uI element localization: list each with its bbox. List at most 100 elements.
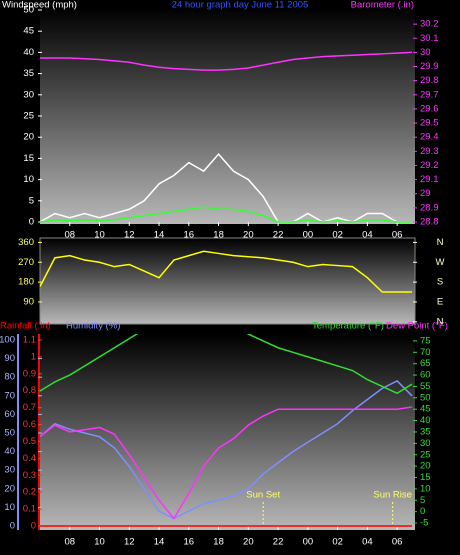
y2-tick-label: 29.8 xyxy=(420,75,439,86)
y3-tick-label: 0.4 xyxy=(23,453,36,464)
y2-tick-label: N xyxy=(437,316,444,327)
y2-tick-label: 40 xyxy=(420,415,431,426)
x-tick-label: 06 xyxy=(392,230,403,241)
y3-tick-label: 0.5 xyxy=(23,436,36,447)
y-tick-label: 360 xyxy=(18,237,34,248)
y2-tick-label: 15 xyxy=(420,472,431,483)
y2-tick-label: 45 xyxy=(420,404,431,415)
x-tick-label: 10 xyxy=(94,230,105,241)
y-tick-label: 5 xyxy=(29,195,34,206)
y-tick-label: 10 xyxy=(4,502,15,513)
y-tick-label: 35 xyxy=(23,68,34,79)
y2-tick-label: N xyxy=(437,237,444,248)
y2-tick-label: 28.9 xyxy=(420,202,439,213)
y-tick-label: 30 xyxy=(23,89,34,100)
x-tick-label: 22 xyxy=(273,230,284,241)
y-tick-label: 40 xyxy=(23,47,34,58)
y2-tick-label: 75 xyxy=(420,335,431,346)
series-line xyxy=(40,51,413,71)
annotation: Sun Set xyxy=(246,490,280,501)
x-tick-label: 20 xyxy=(243,537,254,548)
x-tick-label: 20 xyxy=(243,230,254,241)
y-tick-label: 45 xyxy=(23,26,34,37)
y2-tick-label: 29.4 xyxy=(420,132,439,143)
y-tick-label: 90 xyxy=(23,296,34,307)
x-tick-label: 18 xyxy=(213,537,224,548)
series-line xyxy=(40,250,413,293)
y-tick-label: 15 xyxy=(23,153,34,164)
y3-tick-label: 0.3 xyxy=(23,470,36,481)
y-tick-label: 10 xyxy=(23,174,34,185)
y2-tick-label: 70 xyxy=(420,347,431,358)
y-tick-label: 20 xyxy=(23,132,34,143)
y2-tick-label: 29.3 xyxy=(420,146,439,157)
y2-tick-label: W xyxy=(436,257,445,268)
x-tick-label: 06 xyxy=(392,537,403,548)
y3-tick-label: 1.1 xyxy=(23,335,36,346)
y3-tick-label: 0 xyxy=(31,521,36,532)
y-tick-label: 70 xyxy=(4,390,15,401)
y-tick-label: 270 xyxy=(18,257,34,268)
y2-tick-label: 25 xyxy=(420,449,431,460)
x-tick-label: 14 xyxy=(154,230,165,241)
y3-tick-label: 0.9 xyxy=(23,368,36,379)
y2-tick-label: 28.8 xyxy=(420,217,439,228)
y2-tick-label: 29.2 xyxy=(420,160,439,171)
x-tick-label: 08 xyxy=(64,537,75,548)
x-tick-label: 02 xyxy=(332,537,343,548)
temperature-title: Temperature (°F) xyxy=(312,321,384,332)
y-tick-label: 0 xyxy=(29,217,34,228)
y2-tick-label: 30.1 xyxy=(420,33,439,44)
panel-wind xyxy=(40,8,415,224)
x-tick-label: 16 xyxy=(184,537,195,548)
y2-tick-label: 29.6 xyxy=(420,103,439,114)
baro-axis-title: Barometer (.in) xyxy=(351,0,414,11)
panel-temperature xyxy=(40,334,415,530)
x-tick-label: 22 xyxy=(273,537,284,548)
y-tick-label: 50 xyxy=(23,5,34,16)
x-tick-label: 02 xyxy=(332,230,343,241)
y3-tick-label: 0.2 xyxy=(23,487,36,498)
x-tick-label: 12 xyxy=(124,230,135,241)
y-tick-label: 30 xyxy=(4,465,15,476)
y2-tick-label: 30 xyxy=(420,47,431,58)
y2-tick-label: 29 xyxy=(420,188,431,199)
y2-tick-label: 65 xyxy=(420,358,431,369)
x-tick-label: 04 xyxy=(362,230,373,241)
y3-tick-label: 0.1 xyxy=(23,504,36,515)
y3-tick-label: 1 xyxy=(31,351,36,362)
y2-tick-label: 30.2 xyxy=(420,19,439,30)
x-tick-label: 00 xyxy=(303,537,314,548)
y2-tick-label: 50 xyxy=(420,392,431,403)
y2-tick-label: S xyxy=(437,277,443,288)
panel-direction xyxy=(39,237,416,325)
x-tick-label: 14 xyxy=(154,537,165,548)
humidity-title: Humidity (%) xyxy=(66,321,120,332)
y3-tick-label: 0.6 xyxy=(23,419,36,430)
rain-title: Rainfall (.in) xyxy=(0,321,51,332)
dewpoint-title: Dew Point (°F) xyxy=(386,321,448,332)
y-tick-label: 40 xyxy=(4,446,15,457)
y2-tick-label: 10 xyxy=(420,483,431,494)
series-line xyxy=(40,206,413,223)
y2-tick-label: E xyxy=(437,296,443,307)
y2-tick-label: -5 xyxy=(420,518,428,529)
x-tick-label: 18 xyxy=(213,230,224,241)
y-tick-label: 80 xyxy=(4,372,15,383)
y2-tick-label: 55 xyxy=(420,381,431,392)
x-tick-label: 12 xyxy=(124,537,135,548)
y2-tick-label: 29.5 xyxy=(420,118,439,129)
y-tick-label: 90 xyxy=(4,353,15,364)
series-line xyxy=(40,406,413,520)
chart-title: 24 hour graph day June 11 2005 xyxy=(172,0,309,11)
y2-tick-label: 0 xyxy=(420,506,425,517)
y-tick-label: 20 xyxy=(4,483,15,494)
y-tick-label: 50 xyxy=(4,428,15,439)
x-tick-label: 00 xyxy=(303,230,314,241)
y-tick-label: 0 xyxy=(10,521,15,532)
y2-tick-label: 29.1 xyxy=(420,174,439,185)
y2-tick-label: 29.7 xyxy=(420,89,439,100)
y2-tick-label: 35 xyxy=(420,426,431,437)
x-tick-label: 10 xyxy=(94,537,105,548)
